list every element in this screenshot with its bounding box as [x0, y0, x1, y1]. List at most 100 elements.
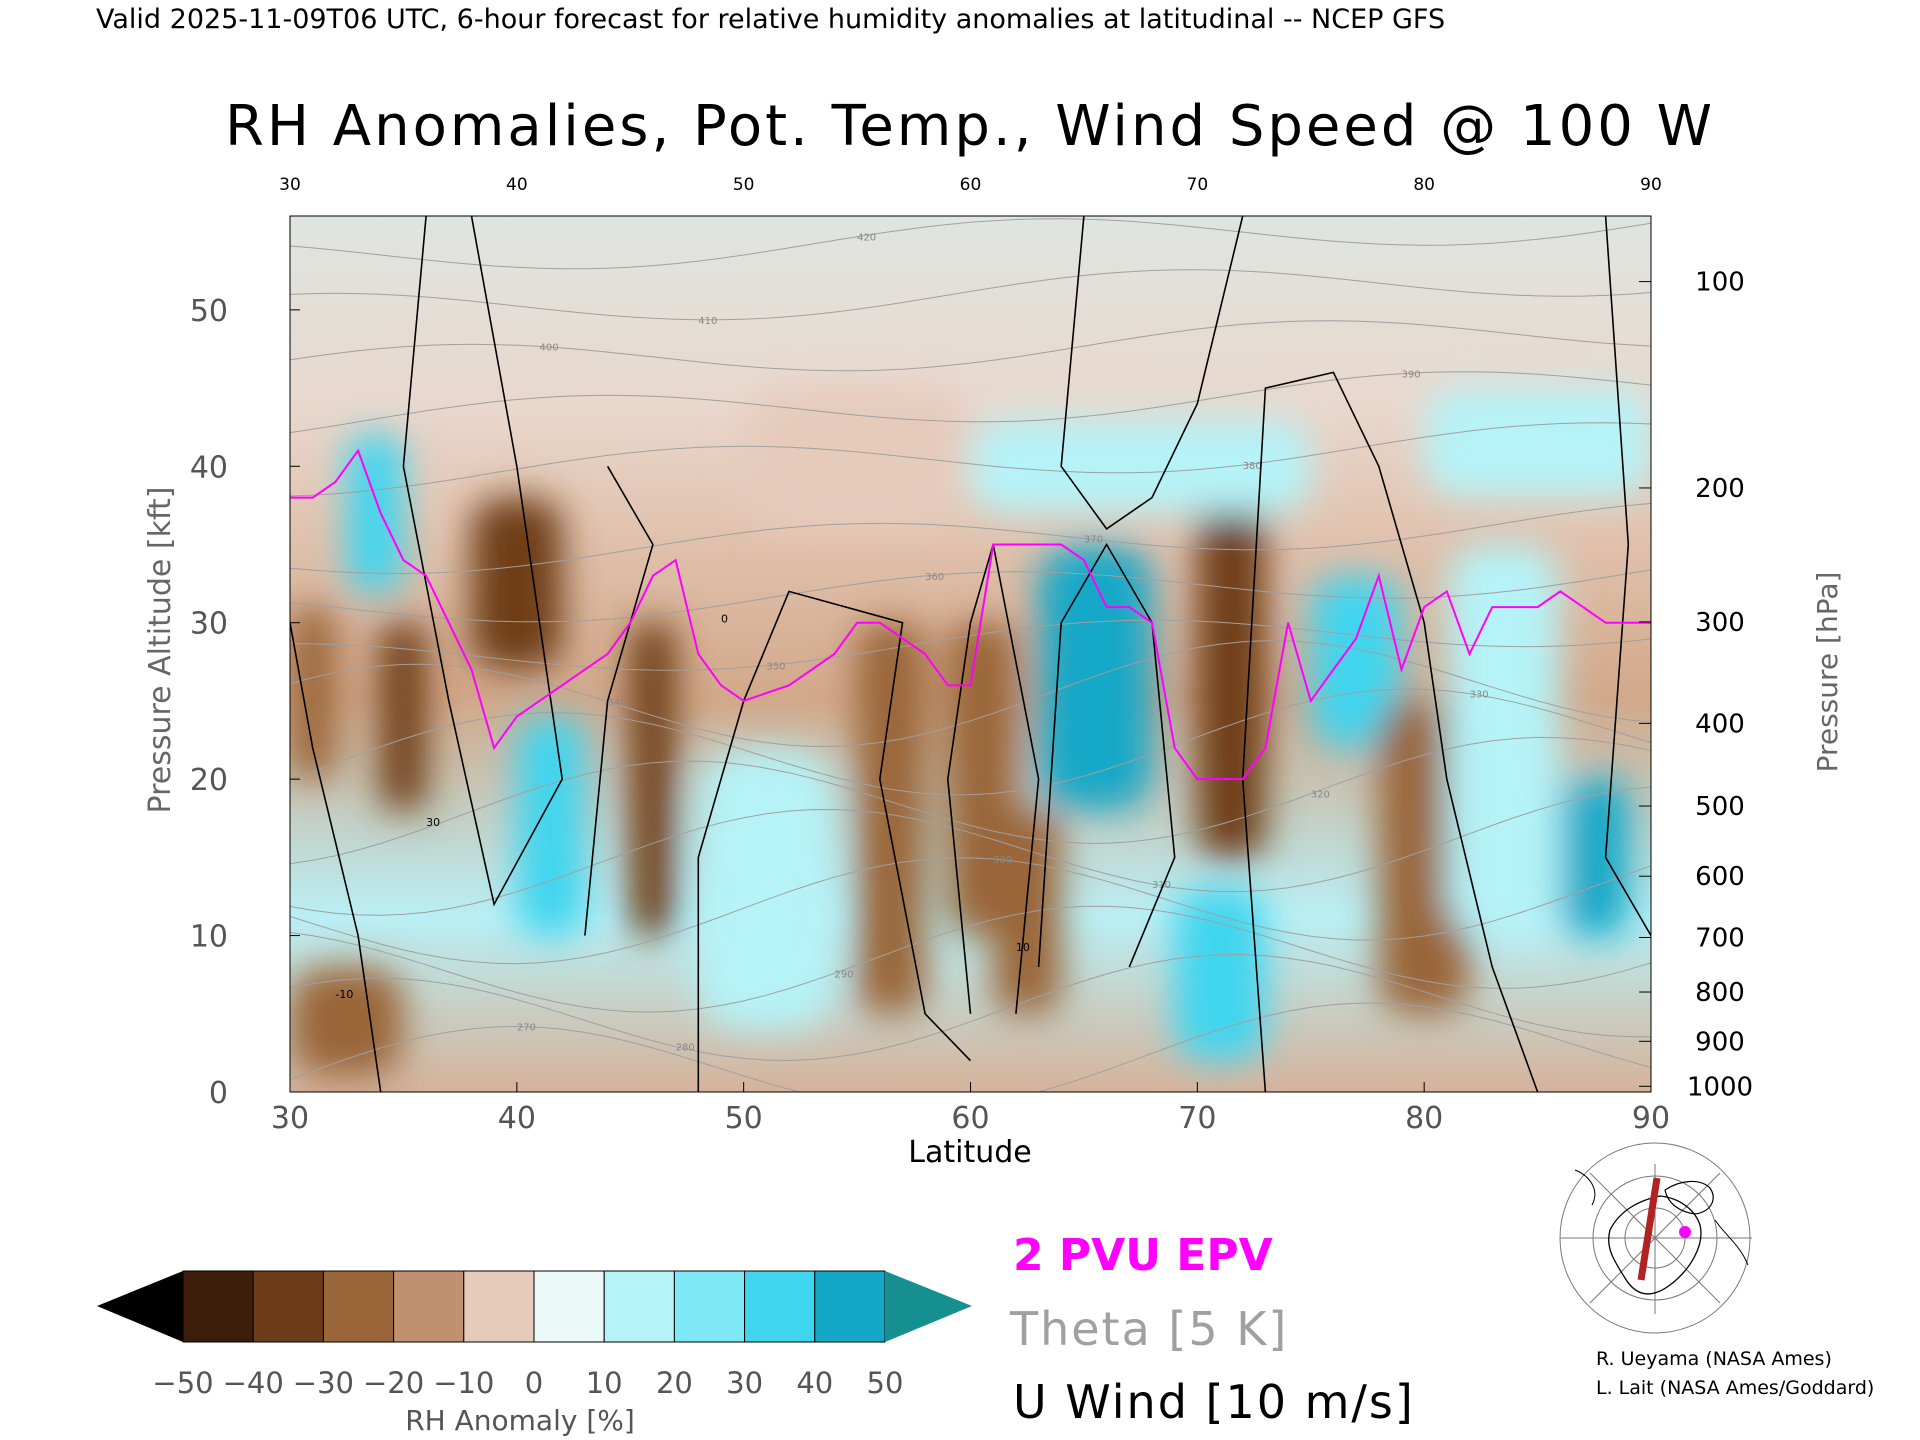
y-axis-label: Pressure Altitude [kft] [143, 487, 178, 814]
epv-2pvu-line [290, 448, 1651, 781]
colorbar-tick-10: 50 [867, 1366, 904, 1400]
theta-contour-280 [290, 954, 1651, 1062]
rh-cell-1 [380, 622, 427, 811]
u-wind-contour-0 [290, 622, 382, 1092]
rh-cell-3 [471, 497, 563, 670]
x-top-tick-label-30: 30 [279, 175, 301, 195]
colorbar-over-arrow [885, 1271, 972, 1342]
u-wind-label-3: 30 [426, 816, 440, 829]
x-axis-label: Latitude [908, 1135, 1031, 1170]
u-wind-contour-7 [1604, 216, 1651, 937]
inset-section-line [1637, 1177, 1661, 1281]
colorbar-tick-1: −40 [223, 1366, 284, 1400]
x-tick-label-90: 90 [1632, 1101, 1670, 1136]
rh-anomaly-field [290, 388, 1651, 1077]
rh-cell-9 [1038, 544, 1152, 811]
theta-label-270: 270 [517, 1023, 536, 1034]
colorbar: −50 −40 −30 −20 −10 0 10 20 30 40 50 RH Anomaly [%… [97, 1270, 972, 1437]
x-axis-bottom: 30 40 50 60 70 80 90 [271, 1082, 1670, 1136]
theta-contour-290 [290, 905, 1651, 1013]
theta-label-340: 340 [608, 697, 627, 708]
chart-title: RH Anomalies, Pot. Temp., Wind Speed @ 1… [225, 94, 1715, 159]
theta-contour-340 [290, 640, 1651, 747]
y-axis-left: 0 10 20 30 40 50 [190, 294, 300, 1111]
pressure-label-900: 900 [1695, 1027, 1745, 1057]
u-wind-label-0: -10 [335, 988, 353, 1001]
rh-cell-4 [516, 716, 585, 936]
pressure-label-800: 800 [1695, 978, 1745, 1008]
theta-contour-360 [290, 569, 1651, 623]
colorbar-swatch-6 [603, 1270, 675, 1343]
theta-label-350: 350 [766, 662, 785, 673]
theta-contour-310 [290, 786, 1651, 916]
rh-cell-18 [743, 388, 971, 529]
rh-cell-2 [346, 435, 404, 592]
pressure-label-1000: 1000 [1687, 1072, 1753, 1102]
colorbar-tick-2: −30 [293, 1366, 354, 1400]
legend-epv: 2 PVU EPV [1013, 1230, 1273, 1281]
y-tick-label-50: 50 [190, 294, 228, 329]
u-wind-contour-6 [1241, 371, 1539, 1092]
rh-cell-7 [857, 622, 926, 1014]
theta-label-280: 280 [676, 1043, 695, 1054]
theta-contour-330 [290, 688, 1651, 796]
colorbar-swatch-0 [182, 1270, 254, 1343]
theta-label-400: 400 [540, 342, 559, 353]
pressure-label-600: 600 [1695, 862, 1745, 892]
colorbar-swatch-7 [673, 1270, 746, 1343]
theta-label-330: 330 [1470, 690, 1489, 701]
rh-cell-12 [1174, 888, 1266, 1061]
theta-label-290: 290 [834, 969, 853, 980]
theta-contour-350 [290, 619, 1651, 671]
colorbar-swatch-2 [322, 1270, 395, 1343]
pressure-label-700: 700 [1695, 923, 1745, 953]
x-top-tick-label-50: 50 [733, 175, 755, 195]
pressure-tick-lines [1639, 281, 1651, 1087]
legend-theta: Theta [5 K] [1009, 1302, 1288, 1356]
y-tick-label-10: 10 [190, 920, 228, 955]
y-axis-right: 100 200 300 400 500 600 700 800 900 1000 [1687, 268, 1753, 1103]
colorbar-tick-0: −50 [152, 1366, 213, 1400]
x-top-tick-label-70: 70 [1187, 175, 1209, 195]
header-text: Valid 2025-11-09T06 UTC, 6-hour forecast… [96, 4, 1445, 35]
pressure-label-300: 300 [1695, 608, 1745, 638]
colorbar-tick-3: −20 [363, 1366, 424, 1400]
theta-contour-370 [290, 502, 1651, 575]
theta-contour-420 [290, 218, 1651, 270]
x-tick-label-80: 80 [1405, 1101, 1443, 1136]
colorbar-tick-labels: −50 −40 −30 −20 −10 0 10 20 30 40 50 [152, 1366, 903, 1400]
y-tick-label-30: 30 [190, 607, 228, 642]
theta-contour-390 [290, 371, 1651, 434]
colorbar-swatch-3 [393, 1270, 465, 1343]
theta-contours: 2702802903003103203303403503603703803904… [290, 218, 1651, 1092]
u-wind-contour-8 [1060, 216, 1244, 531]
u-wind-contour-3 [697, 590, 972, 1092]
theta-contour-300 [290, 857, 1651, 965]
inset-location-marker [1679, 1226, 1691, 1238]
x-tick-label-30: 30 [271, 1101, 309, 1136]
pressure-label-500: 500 [1695, 792, 1745, 822]
x-tick-label-60: 60 [951, 1101, 989, 1136]
theta-contour-410 [290, 269, 1651, 321]
rh-cell-5 [630, 622, 676, 936]
theta-label-360: 360 [925, 572, 944, 583]
colorbar-swatch-1 [252, 1270, 324, 1343]
x-top-tick-label-60: 60 [960, 175, 982, 195]
inset-map [1555, 1142, 1755, 1334]
theta-contour-320 [290, 736, 1651, 865]
rh-cell-11 [1197, 497, 1266, 858]
x-top-tick-label-90: 90 [1640, 175, 1662, 195]
colorbar-label: RH Anomaly [%] [405, 1404, 635, 1437]
colorbar-swatches [182, 1270, 886, 1343]
theta-label-300: 300 [993, 855, 1012, 866]
x-top-tick-label-80: 80 [1413, 175, 1435, 195]
x-axis-top: 30 40 50 60 70 80 90 [279, 175, 1662, 195]
theta-label-310: 310 [1152, 880, 1171, 891]
pressure-label-400: 400 [1695, 709, 1745, 739]
u-wind-contour-4 [946, 544, 1040, 1014]
colorbar-tick-9: 40 [796, 1366, 833, 1400]
y-tick-label-20: 20 [190, 763, 228, 798]
u-wind-contours: -10 0 10 30 [290, 216, 1651, 1092]
credit-line-2: L. Lait (NASA Ames/Goddard) [1596, 1377, 1874, 1399]
